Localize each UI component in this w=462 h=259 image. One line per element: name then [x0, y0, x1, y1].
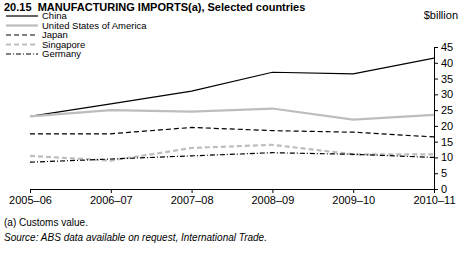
x-tick: 2008–09 [251, 189, 294, 206]
series-line [30, 153, 434, 162]
y-tick-mark [434, 110, 438, 111]
x-tick-mark [353, 189, 354, 193]
legend-swatch [6, 34, 38, 35]
y-tick-label: 10 [441, 151, 453, 163]
y-tick: 30 [434, 88, 453, 100]
y-tick: 45 [434, 41, 453, 53]
y-tick-mark [434, 189, 438, 190]
y-tick-mark [434, 79, 438, 80]
x-tick-label: 2007–08 [171, 194, 214, 206]
legend-label: Germany [42, 48, 81, 59]
y-tick-label: 40 [441, 57, 453, 69]
footnote: (a) Customs value. [4, 217, 88, 228]
legend: ChinaUnited States of AmericaJapanSingap… [6, 10, 147, 59]
x-axis-line [31, 190, 435, 194]
y-axis-line [435, 48, 439, 190]
series-line [30, 145, 434, 161]
y-tick-label: 20 [441, 120, 453, 132]
x-tick-mark [111, 189, 112, 193]
legend-swatch [6, 15, 38, 16]
y-tick-label: 35 [441, 73, 453, 85]
y-tick-mark [434, 126, 438, 127]
legend-swatch [6, 53, 38, 54]
x-tick: 2010–11 [413, 189, 455, 206]
x-tick: 2009–10 [332, 189, 375, 206]
y-axis-title: $billion [424, 9, 458, 21]
y-tick: 25 [434, 104, 453, 116]
y-tick-label: 30 [441, 88, 453, 100]
y-tick-label: 5 [441, 167, 447, 179]
y-tick-label: 25 [441, 104, 453, 116]
legend-swatch [6, 24, 38, 26]
y-tick: 15 [434, 136, 453, 148]
x-tick: 2006–07 [90, 189, 133, 206]
y-tick-mark [434, 173, 438, 174]
y-tick: 35 [434, 73, 453, 85]
y-tick: 5 [434, 167, 447, 179]
x-tick-label: 2005–06 [9, 194, 52, 206]
series-line [30, 127, 434, 136]
y-tick: 40 [434, 57, 453, 69]
x-tick-label: 2009–10 [332, 194, 375, 206]
y-tick-mark [434, 47, 438, 48]
legend-swatch [6, 43, 38, 45]
series-line [30, 109, 434, 120]
y-tick-mark [434, 63, 438, 64]
chart: 20.15 MANUFACTURING IMPORTS(a), Selected… [0, 0, 462, 259]
y-tick: 10 [434, 151, 453, 163]
y-tick-mark [434, 94, 438, 95]
x-tick-label: 2008–09 [251, 194, 294, 206]
x-tick-mark [192, 189, 193, 193]
y-tick: 0 [434, 183, 447, 195]
x-tick: 2007–08 [171, 189, 214, 206]
x-tick: 2005–06 [9, 189, 52, 206]
y-tick-mark [434, 142, 438, 143]
lines [30, 58, 434, 162]
y-tick-label: 0 [441, 183, 447, 195]
x-tick-mark [272, 189, 273, 193]
x-tick-label: 2010–11 [413, 194, 455, 206]
y-tick-mark [434, 157, 438, 158]
y-tick: 20 [434, 120, 453, 132]
y-tick-label: 15 [441, 136, 453, 148]
x-tick-mark [30, 189, 31, 193]
x-tick-label: 2006–07 [90, 194, 133, 206]
x-axis: 2005–06 2006–07 2007–08 2008–09 2009–10 2010–… [9, 189, 455, 206]
series-line [30, 58, 434, 116]
y-axis: 0 5 10 15 20 25 30 35 40 45 [434, 41, 453, 195]
footnote: Source: ABS data available on request, I… [4, 232, 267, 243]
y-tick-label: 45 [441, 41, 453, 53]
